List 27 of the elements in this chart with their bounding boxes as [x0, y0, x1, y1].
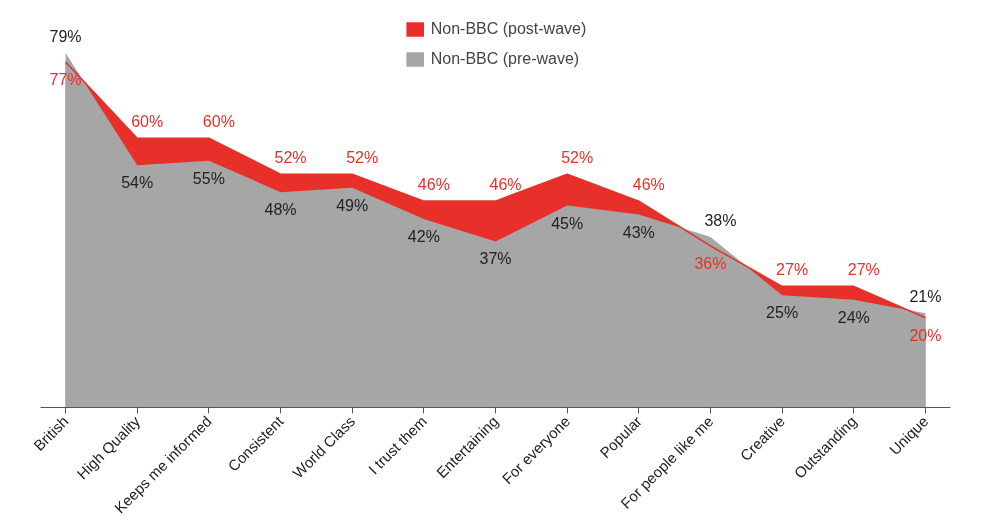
data-label: 43% [622, 223, 655, 241]
data-label: 27% [776, 261, 809, 279]
data-label: 52% [274, 149, 307, 167]
data-label: 55% [192, 169, 225, 187]
data-label: 49% [336, 196, 369, 214]
data-label: 36% [694, 254, 727, 272]
data-label: 38% [704, 212, 737, 229]
data-label: 52% [561, 149, 594, 167]
data-label: 46% [632, 176, 665, 194]
data-label: 46% [417, 176, 450, 194]
data-label: 79% [49, 28, 82, 46]
data-label: 45% [551, 214, 584, 232]
data-label: 46% [489, 176, 522, 194]
data-label: 60% [131, 113, 164, 131]
legend-label: Non-BBC (pre-wave) [430, 50, 580, 68]
data-label: 24% [837, 308, 870, 326]
data-label: 25% [766, 304, 799, 322]
data-label: 42% [407, 228, 440, 246]
data-label: 54% [121, 174, 154, 192]
data-label: 77% [49, 71, 82, 89]
data-label: 52% [346, 149, 379, 167]
data-label: 21% [909, 288, 942, 306]
data-label: 60% [202, 113, 235, 131]
data-label: 27% [847, 261, 880, 279]
legend-label: Non-BBC (post-wave) [430, 20, 587, 38]
data-label: 37% [479, 250, 512, 268]
data-label: 48% [264, 201, 297, 219]
